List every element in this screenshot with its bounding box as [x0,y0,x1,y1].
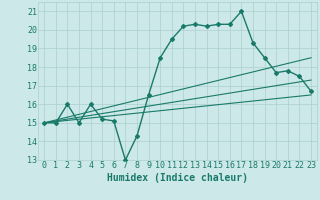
X-axis label: Humidex (Indice chaleur): Humidex (Indice chaleur) [107,173,248,183]
